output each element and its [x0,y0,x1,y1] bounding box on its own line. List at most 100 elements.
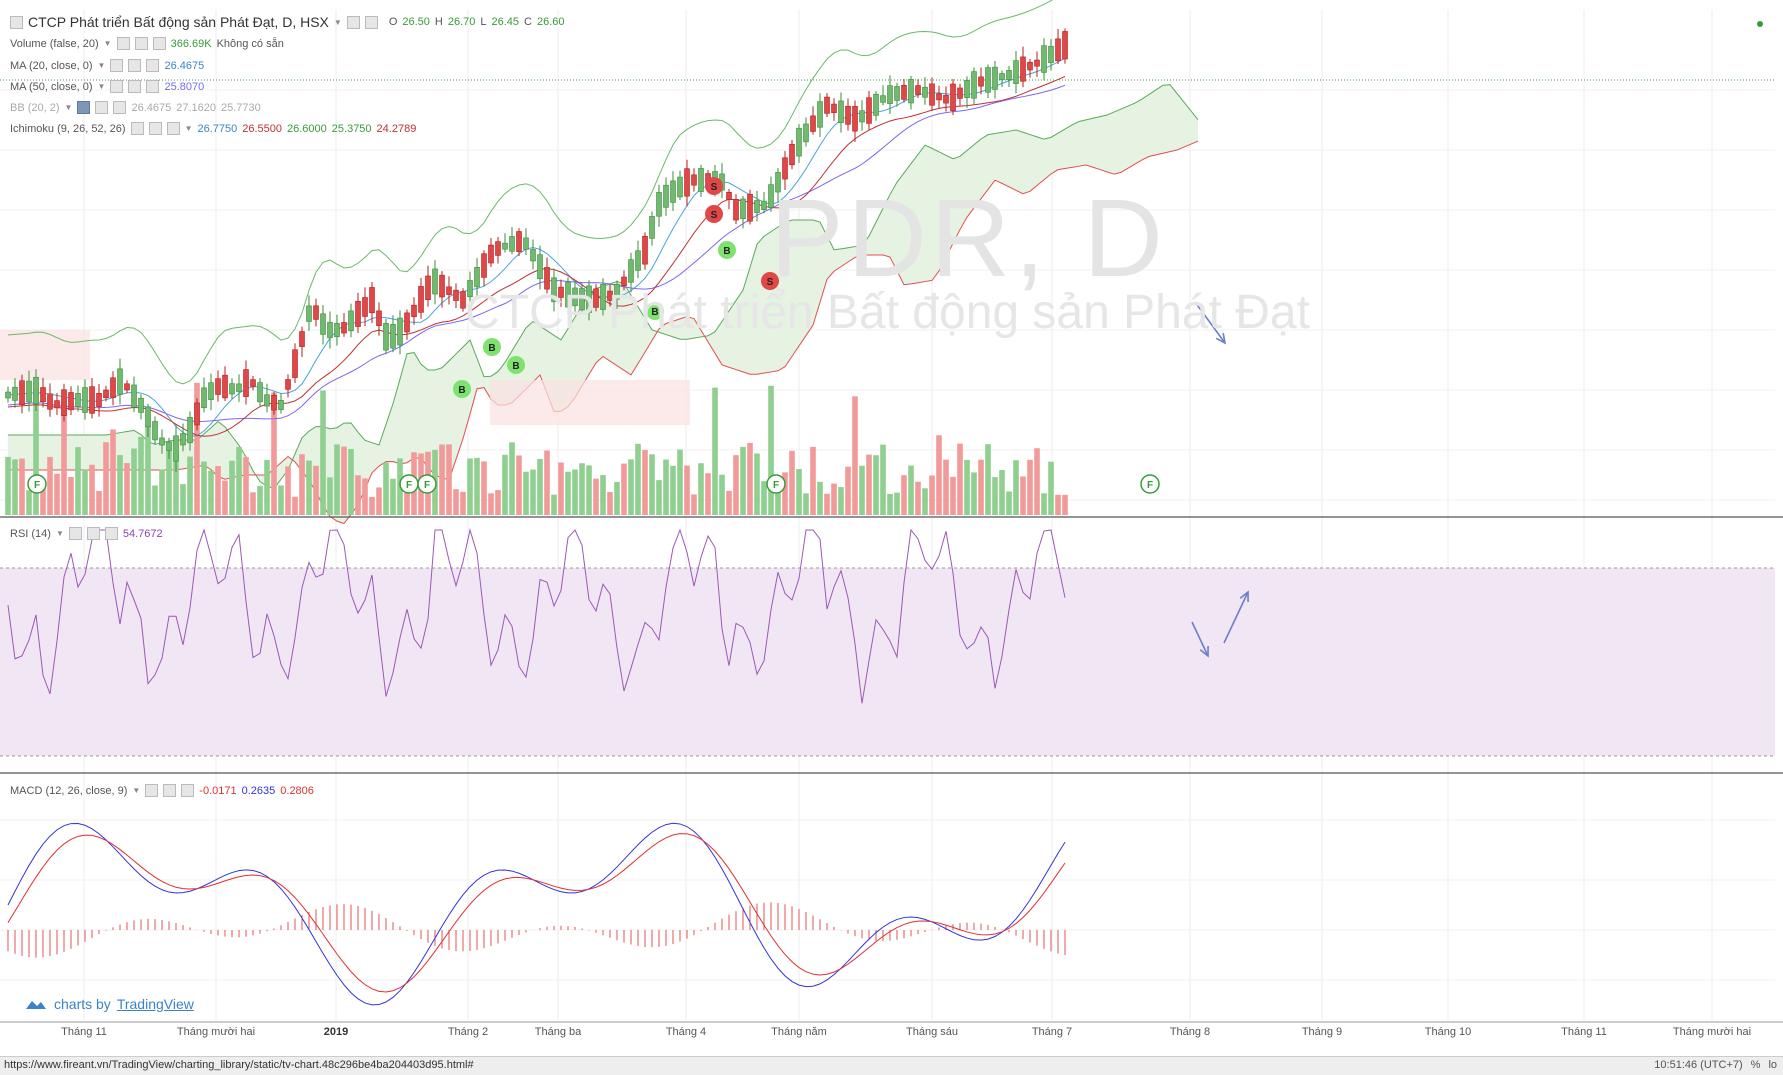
volume-bar [278,485,284,515]
macd-panel[interactable] [7,822,1066,1006]
macd-label[interactable]: MACD (12, 26, close, 9) [10,784,128,797]
candle-body [565,281,571,308]
percent-toggle[interactable]: % [1750,1059,1761,1071]
chevron-down-icon[interactable]: ▼ [103,39,112,48]
candle-body [992,66,998,90]
volume-bar [971,472,977,515]
settings-icon[interactable] [148,122,162,135]
candle-body [5,391,11,399]
chevron-down-icon[interactable]: ▼ [97,61,106,70]
chevron-down-icon[interactable]: ▼ [64,103,73,112]
volume-bar [628,459,634,515]
settings-icon[interactable] [95,101,109,114]
brand-name[interactable]: TradingView [116,996,194,1012]
signal-markers[interactable]: B B B B B S S S F F F F F [27,177,1160,494]
candle-body [523,237,529,250]
close-icon[interactable] [166,122,180,135]
close-icon[interactable] [146,80,160,93]
axis-label: Tháng 9 [1301,1026,1343,1038]
close-icon[interactable] [181,784,195,797]
candle-body [747,193,753,222]
eye-icon[interactable] [346,15,360,29]
eye-icon[interactable] [110,59,124,72]
rsi-panel[interactable] [0,528,1775,757]
chevron-down-icon[interactable]: ▼ [97,82,106,91]
candle-body [936,93,942,101]
candle-body [432,268,438,295]
axis-label: Tháng 2 [447,1026,489,1038]
settings-icon[interactable] [134,37,148,50]
candle-body [187,416,193,444]
volume-bar [439,444,445,515]
candle-body [1041,45,1047,73]
volume-bar [866,454,872,515]
rsi-line [7,528,1066,704]
candle-body [460,291,466,309]
sell-signal: S [705,205,723,223]
candle-body [348,310,354,332]
close-icon[interactable] [104,527,118,540]
candle-body [236,383,242,392]
eye-icon[interactable] [145,784,159,797]
settings-icon[interactable] [364,15,378,29]
ma50-label[interactable]: MA (50, close, 0) [10,80,93,93]
volume-bar [313,465,319,515]
chevron-down-icon[interactable]: ▼ [184,124,193,133]
volume-bar [999,470,1005,515]
settings-icon[interactable] [128,59,142,72]
collapse-icon[interactable] [10,15,23,29]
volume-bar [586,465,592,515]
candle-body [369,287,375,314]
chevron-down-icon[interactable]: ▼ [333,17,342,27]
volume-bar [271,392,277,515]
volume-bar [5,456,11,515]
close-icon[interactable] [152,37,166,50]
close-icon[interactable] [113,101,127,114]
settings-icon[interactable] [128,80,142,93]
candlesticks[interactable] [5,28,1068,472]
candle-body [509,236,515,252]
panel-separators [0,516,1783,1023]
candle-body [929,83,935,106]
ma20-legend: MA (20, close, 0) ▼ 26.4675 [10,59,204,72]
status-time[interactable]: 10:51:46 (UTC+7) [1654,1059,1743,1071]
volume-bar [166,447,172,515]
chevron-down-icon[interactable]: ▼ [55,529,64,538]
log-toggle[interactable]: lo [1768,1059,1777,1071]
candle-body [901,84,907,100]
eye-icon[interactable] [116,37,130,50]
candle-body [502,242,508,250]
axis-label: Tháng 11 [1561,1026,1607,1038]
eye-icon[interactable] [110,80,124,93]
rsi-arrow-up [1223,590,1249,644]
rsi-label[interactable]: RSI (14) [10,527,51,540]
volume-bar [33,386,39,515]
settings-icon[interactable] [163,784,177,797]
ichimoku-label[interactable]: Ichimoku (9, 26, 52, 26) [10,122,126,135]
eye-icon[interactable] [130,122,144,135]
eye-icon[interactable] [68,527,82,540]
close-icon[interactable] [146,59,160,72]
volume-label[interactable]: Volume (false, 20) [10,37,99,50]
volume-bar [96,490,102,515]
bb-label[interactable]: BB (20, 2) [10,101,60,114]
chevron-down-icon[interactable]: ▼ [132,786,141,795]
volume-bar [1041,493,1047,515]
drawn-arrows[interactable] [1191,301,1249,658]
volume-bar [390,478,396,515]
tradingview-brand[interactable]: charts by TradingView [24,996,194,1012]
settings-icon[interactable] [86,527,100,540]
volume-bar [47,456,53,515]
sell-signal-circle [705,205,723,223]
eye-off-icon[interactable] [77,101,91,114]
candle-body [229,383,235,395]
buy-signal: B [718,241,736,259]
volume-bar [369,496,375,515]
ma20-label[interactable]: MA (20, close, 0) [10,59,93,72]
candle-body [362,297,368,317]
buy-signal-circle [718,241,736,259]
volume-bar [922,488,928,515]
candle-body [838,100,844,124]
volume-bar [1048,461,1054,515]
